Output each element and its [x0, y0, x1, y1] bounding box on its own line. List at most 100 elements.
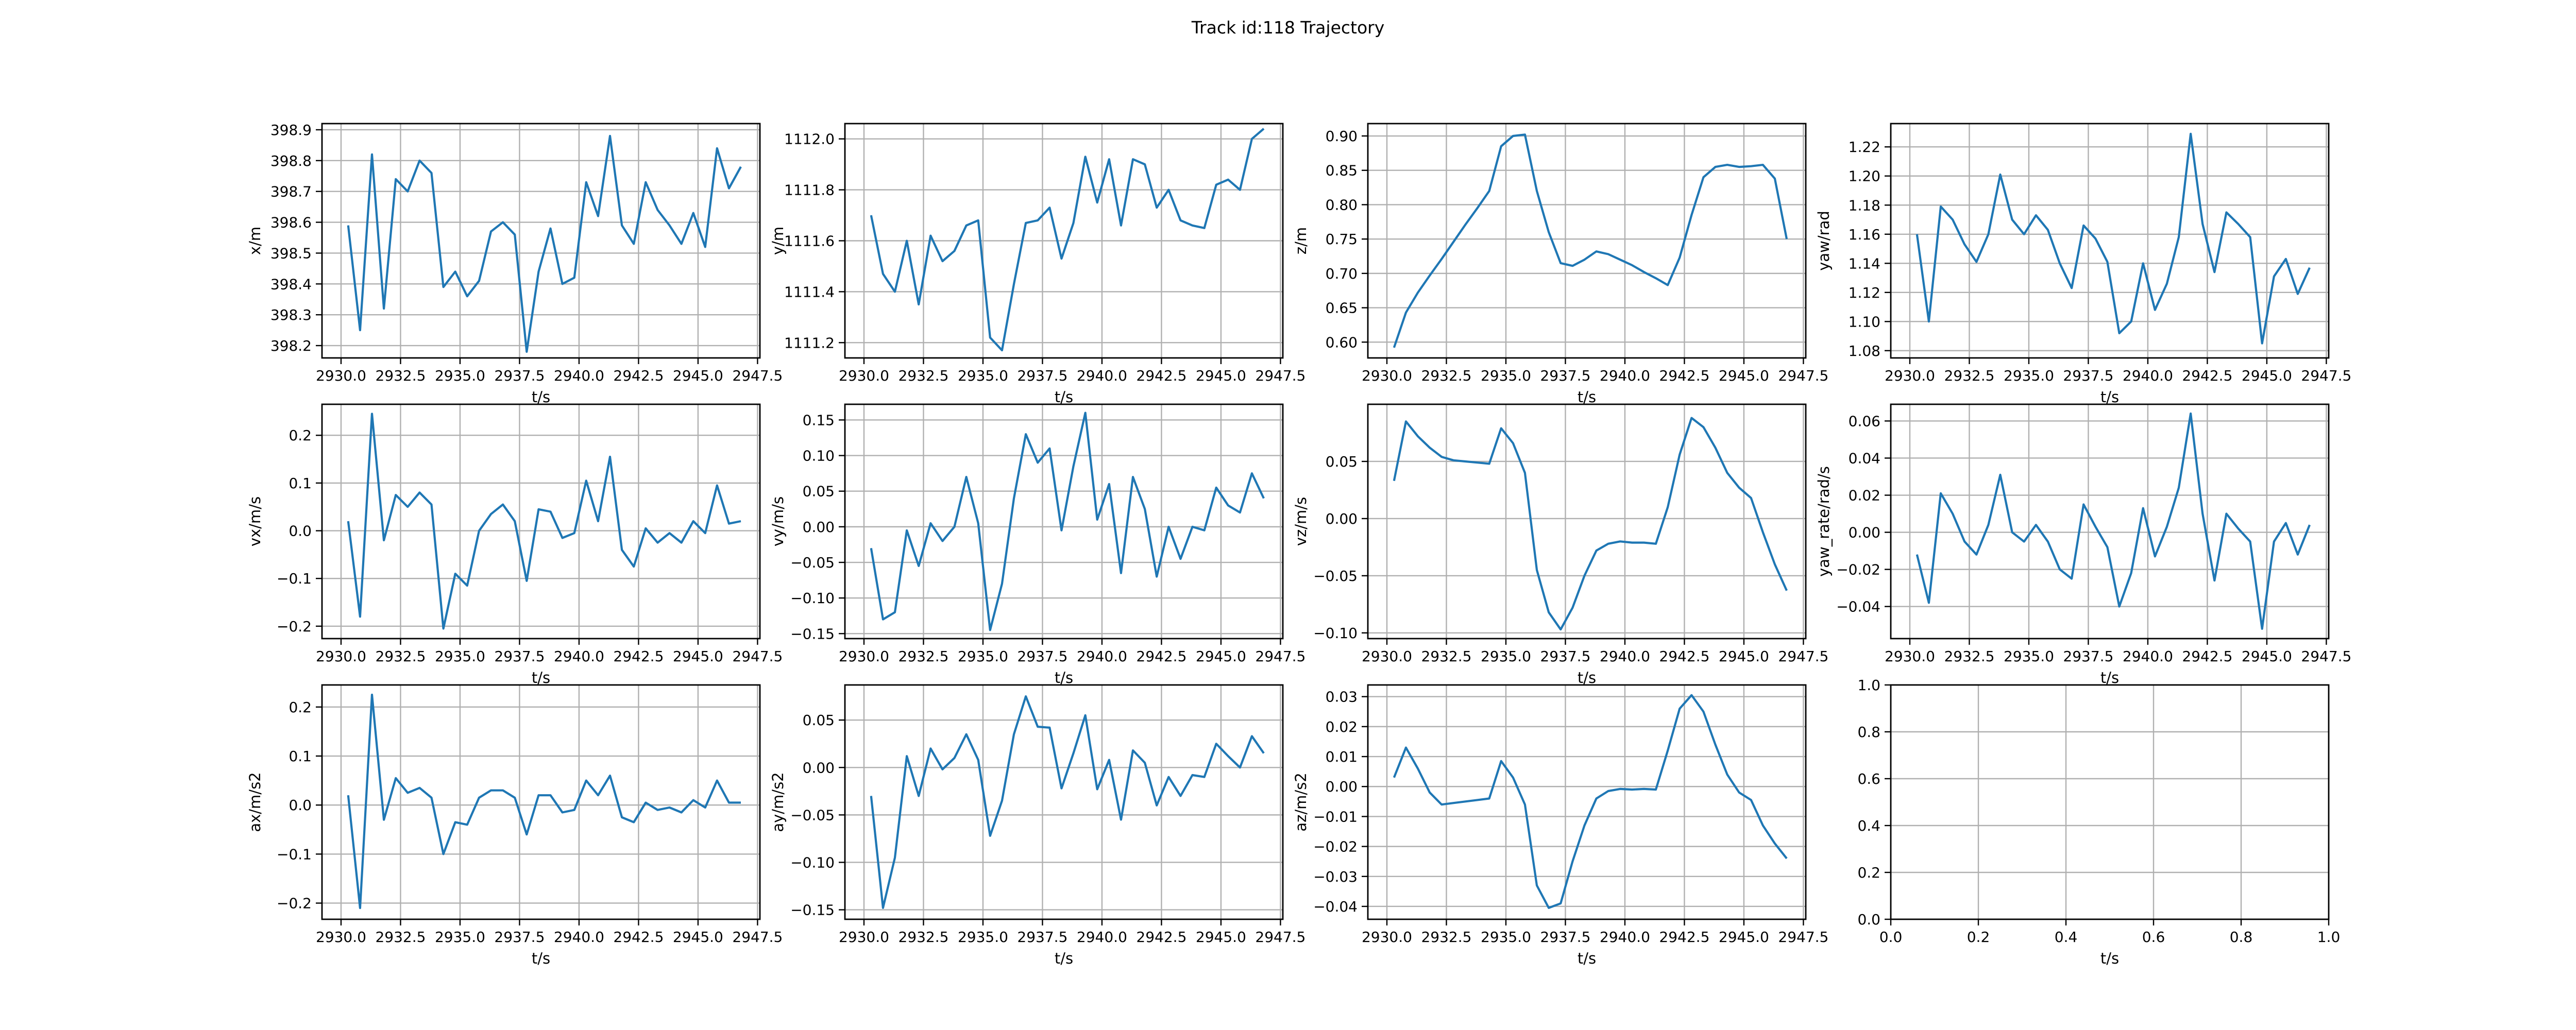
y-tick-label: 1.20 [1849, 168, 1880, 185]
x-axis-label: t/s [532, 669, 550, 686]
y-axis-label: yaw_rate/rad/s [1815, 466, 1833, 577]
x-tick-label: 2942.5 [1659, 367, 1709, 384]
y-axis-label: y/m [769, 227, 787, 255]
x-tick-label: 2930.0 [316, 367, 366, 384]
y-tick-label: 1111.8 [784, 182, 835, 199]
x-tick-label: 2947.5 [1255, 929, 1306, 946]
x-tick-label: 2942.5 [1659, 929, 1709, 946]
x-tick-label: 2942.5 [2182, 367, 2232, 384]
axes-frame [321, 123, 761, 359]
axes-frame [1367, 123, 1807, 359]
y-axis-label: ay/m/s2 [769, 772, 787, 832]
series-line [347, 413, 741, 630]
y-tick-label: 1111.6 [784, 233, 835, 250]
x-tick-label: 2930.0 [1362, 929, 1412, 946]
x-tick-label: 2930.0 [839, 929, 889, 946]
x-tick-label: 2935.0 [958, 929, 1008, 946]
x-tick-label: 2945.0 [1196, 367, 1246, 384]
axes-frame [1890, 403, 2330, 640]
x-tick-label: 2937.5 [1540, 648, 1590, 665]
y-tick-label: −0.03 [1313, 868, 1358, 885]
x-axis-label: t/s [1578, 669, 1596, 686]
x-axis-label: t/s [2100, 950, 2119, 967]
y-tick-label: 398.8 [270, 152, 312, 169]
y-tick-label: 1.0 [1857, 677, 1880, 694]
y-tick-label: 1112.0 [784, 131, 835, 148]
y-tick-label: 1.08 [1849, 342, 1880, 359]
x-tick-label: 2947.5 [2301, 367, 2351, 384]
x-tick-label: 2947.5 [732, 367, 783, 384]
y-tick-label: 0.1 [289, 748, 312, 765]
y-tick-label: 0.0 [289, 797, 312, 814]
x-tick-label: 2942.5 [613, 929, 664, 946]
x-tick-label: 2932.5 [1944, 367, 1994, 384]
x-axis-label: t/s [1578, 388, 1596, 406]
y-tick-label: −0.15 [790, 625, 835, 642]
y-tick-label: 1.10 [1849, 313, 1880, 330]
y-tick-label: 398.5 [270, 245, 312, 262]
y-tick-label: 0.06 [1849, 413, 1880, 430]
subplot-5: 2930.0 2932.5 2935.0 2937.5 2940.0 2942.5 2945… [246, 403, 783, 686]
x-tick-label: 2940.0 [1077, 929, 1127, 946]
x-tick-label: 2932.5 [898, 929, 948, 946]
y-tick-label: 0.90 [1326, 128, 1358, 145]
x-tick-label: 2932.5 [1421, 367, 1471, 384]
y-tick-label: 0.65 [1326, 300, 1358, 317]
subplot-12: 0.0 0.2 0.4 0.6 0.8 1.0 0.0 0.2 0.4 0.6 0.8 1.0 t/s [1857, 677, 2340, 967]
axes-frame [321, 403, 761, 640]
y-tick-label: −0.04 [1313, 898, 1358, 915]
y-tick-label: −0.2 [277, 895, 312, 912]
x-tick-label: 2945.0 [1196, 648, 1246, 665]
y-axis-label: ax/m/s2 [246, 772, 264, 832]
y-tick-label: 1.16 [1849, 226, 1880, 243]
y-tick-label: −0.10 [790, 590, 835, 607]
subplot-6: 2930.0 2932.5 2935.0 2937.5 2940.0 2942.5 2945… [769, 403, 1306, 686]
x-axis-label: t/s [532, 950, 550, 967]
x-tick-label: 2947.5 [1255, 367, 1306, 384]
y-tick-label: 0.75 [1326, 231, 1358, 248]
x-tick-label: 2935.0 [435, 367, 485, 384]
x-tick-label: 2940.0 [1077, 648, 1127, 665]
x-tick-label: 2935.0 [1481, 648, 1531, 665]
y-tick-label: −0.01 [1313, 808, 1358, 825]
x-tick-label: 2942.5 [2182, 648, 2232, 665]
x-tick-label: 2947.5 [1778, 648, 1828, 665]
x-tick-label: 2947.5 [1255, 648, 1306, 665]
axes-frame [1890, 684, 2330, 920]
y-tick-label: 1111.2 [784, 334, 835, 351]
x-tick-label: 2930.0 [1362, 648, 1412, 665]
x-tick-label: 2932.5 [898, 367, 948, 384]
y-tick-label: −0.15 [790, 902, 835, 919]
x-tick-label: 2930.0 [316, 929, 366, 946]
axes-frame [844, 123, 1284, 359]
y-tick-label: 1.12 [1849, 284, 1880, 301]
x-tick-label: 2935.0 [958, 648, 1008, 665]
y-tick-label: −0.02 [1313, 838, 1358, 855]
y-tick-label: −0.10 [1313, 625, 1358, 642]
x-tick-label: 2947.5 [732, 648, 783, 665]
series-line [1393, 694, 1788, 909]
y-tick-label: 1.18 [1849, 197, 1880, 214]
y-tick-label: 0.00 [1326, 510, 1358, 527]
x-tick-label: 2945.0 [2242, 367, 2292, 384]
x-tick-label: 2945.0 [673, 367, 723, 384]
y-tick-label: 0.1 [289, 475, 312, 492]
y-tick-label: 0.02 [1326, 718, 1358, 735]
y-tick-label: 0.60 [1326, 334, 1358, 351]
y-axis-label: vx/m/s [246, 496, 264, 546]
x-tick-label: 0.6 [2142, 929, 2165, 946]
x-tick-label: 2932.5 [375, 929, 426, 946]
x-tick-label: 2947.5 [2301, 648, 2351, 665]
y-tick-label: −0.04 [1836, 598, 1880, 615]
axes-frame [844, 403, 1284, 640]
x-tick-label: 2940.0 [2123, 648, 2173, 665]
x-tick-label: 2942.5 [1659, 648, 1709, 665]
subplot-7: 2930.0 2932.5 2935.0 2937.5 2940.0 2942.5 2945… [1292, 403, 1828, 686]
series-line [870, 695, 1265, 909]
x-tick-label: 0.2 [1967, 929, 1990, 946]
x-tick-label: 2945.0 [1196, 929, 1246, 946]
subplot-3: 2930.0 2932.5 2935.0 2937.5 2940.0 2942.5 2945… [1292, 123, 1828, 406]
x-tick-label: 2940.0 [1077, 367, 1127, 384]
subplot-9: 2930.0 2932.5 2935.0 2937.5 2940.0 2942.5 2945… [246, 684, 783, 967]
y-tick-label: 398.7 [270, 183, 312, 200]
